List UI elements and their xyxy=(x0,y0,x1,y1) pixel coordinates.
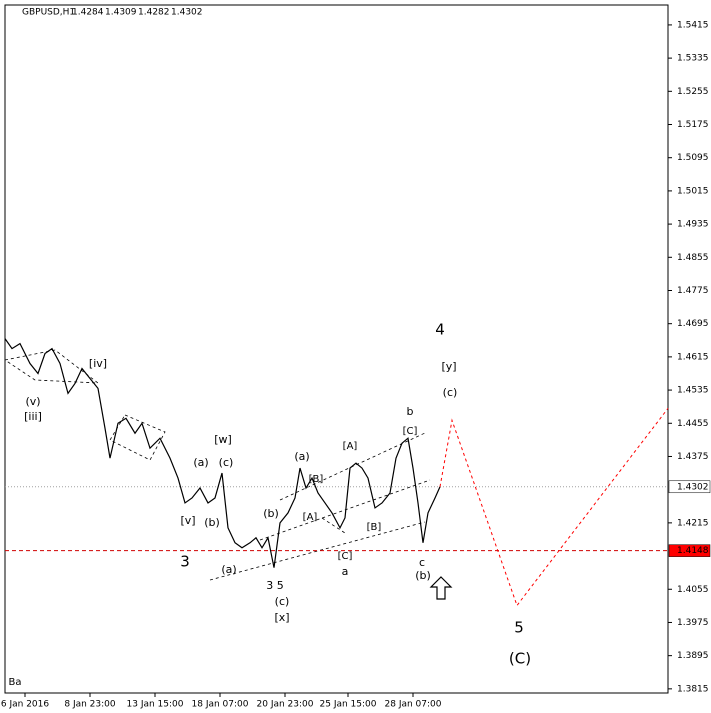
y-tick-label: 1.3895 xyxy=(677,651,709,661)
wave-label: [B] xyxy=(367,522,382,533)
price-label-box xyxy=(668,544,711,557)
x-tick-label: 18 Jan 07:00 xyxy=(192,700,249,710)
y-tick-label: 1.3815 xyxy=(677,684,709,694)
x-tick-label: 28 Jan 07:00 xyxy=(385,700,442,710)
wave-label: 3 5 xyxy=(266,579,284,592)
wave-label: (c) xyxy=(219,456,234,469)
x-tick-label: 20 Jan 23:00 xyxy=(257,700,314,710)
ohlc-open: 1.4284 xyxy=(72,8,104,18)
y-tick-label: 1.4695 xyxy=(677,319,709,329)
wave-label: (b) xyxy=(263,507,279,520)
arrow-up-icon xyxy=(429,576,453,600)
y-tick-label: 1.4215 xyxy=(677,518,709,528)
wave-label: (C) xyxy=(509,650,531,668)
wave-label: [w] xyxy=(214,433,232,446)
wave-label: b xyxy=(407,405,414,418)
wave-label: (c) xyxy=(275,595,290,608)
y-tick-label: 1.5415 xyxy=(677,20,709,30)
x-tick-label: 13 Jan 15:00 xyxy=(127,700,184,710)
plot-frame xyxy=(4,4,669,694)
y-tick-label: 1.5095 xyxy=(677,153,709,163)
y-tick-label: 1.4375 xyxy=(677,452,709,462)
y-tick-label: 1.5175 xyxy=(677,120,709,130)
x-tick-label: 6 Jan 2016 xyxy=(1,700,49,710)
ohlc-low: 1.4282 xyxy=(138,8,170,18)
y-tick-label: 1.4775 xyxy=(677,286,709,296)
y-tick-label: 1.5335 xyxy=(677,54,709,64)
wave-label: [v] xyxy=(180,514,195,527)
price-label: 1.4302 xyxy=(677,482,709,492)
wave-label: [iii] xyxy=(24,410,42,423)
wave-label: [x] xyxy=(274,611,289,624)
x-tick-label: 8 Jan 23:00 xyxy=(64,700,116,710)
wave-label: (c) xyxy=(443,386,458,399)
y-tick-label: 1.5015 xyxy=(677,186,709,196)
y-tick-label: 1.3975 xyxy=(677,618,709,628)
symbol: GBPUSD,H1 xyxy=(22,8,75,18)
price-line xyxy=(4,338,441,568)
y-tick-label: 1.4855 xyxy=(677,253,709,263)
wave-label: c xyxy=(419,556,425,569)
wave-label: (b) xyxy=(415,569,431,582)
wave-label: (a) xyxy=(193,456,208,469)
ohlc-close: 1.4302 xyxy=(171,8,203,18)
wave-label: [A] xyxy=(303,512,318,523)
wave-label: [iv] xyxy=(89,357,107,370)
wave-label: [C] xyxy=(403,426,418,437)
wave-label: 5 xyxy=(514,619,524,637)
wave-label: a xyxy=(342,565,349,578)
y-tick-label: 1.5255 xyxy=(677,87,709,97)
wave-label: (a) xyxy=(221,563,236,576)
wave-label: (b) xyxy=(204,516,220,529)
wave-label: 3 xyxy=(180,553,190,571)
y-tick-label: 1.4615 xyxy=(677,352,709,362)
wave-label: (a) xyxy=(294,450,309,463)
wave-label: [B] xyxy=(309,474,324,485)
wave-label: (v) xyxy=(25,395,40,408)
price-label-box xyxy=(668,480,711,494)
wave-label: Ba xyxy=(9,677,22,688)
y-tick-label: 1.4455 xyxy=(677,419,709,429)
y-tick-label: 1.4055 xyxy=(677,585,709,595)
y-tick-label: 1.4535 xyxy=(677,386,709,396)
x-tick-label: 25 Jan 15:00 xyxy=(320,700,377,710)
price-label: 1.4148 xyxy=(677,546,709,556)
wave-label: [C] xyxy=(338,551,353,562)
wave-label: [y] xyxy=(441,360,456,373)
wave-label: 4 xyxy=(435,321,445,339)
wave-label: [A] xyxy=(343,441,358,452)
ohlc-high: 1.4309 xyxy=(105,8,137,18)
y-tick-label: 1.4935 xyxy=(677,220,709,230)
